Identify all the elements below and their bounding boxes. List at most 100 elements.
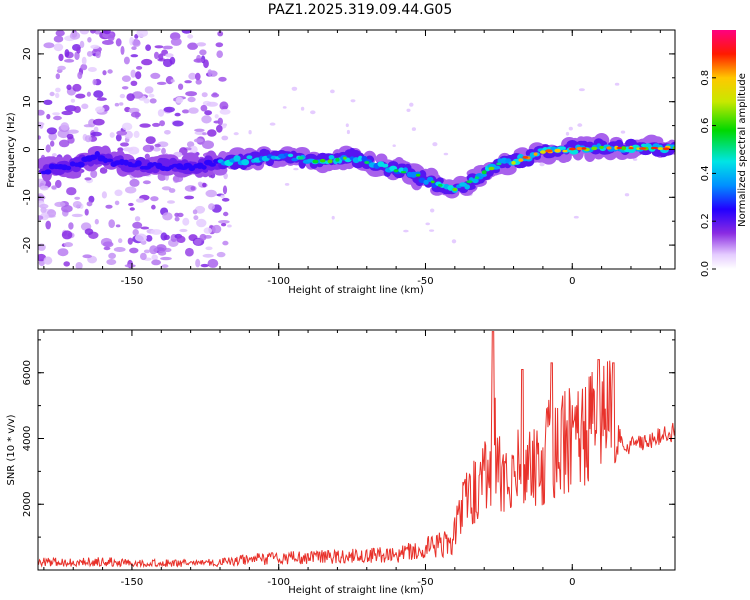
snr-ytick-label: 2000 [22, 492, 33, 517]
noise-speck [539, 162, 545, 167]
noise-blob [38, 215, 44, 221]
noise-speck [565, 131, 570, 136]
noise-blob [102, 241, 114, 248]
ridge-max [662, 147, 670, 151]
noise-blob [46, 127, 58, 135]
noise-blob [164, 130, 171, 135]
noise-blob [216, 251, 226, 258]
noise-blob [102, 40, 114, 45]
noise-blob [148, 93, 155, 98]
noise-blob [189, 145, 198, 154]
snr-ytick-label: 4000 [22, 426, 33, 451]
noise-speck [578, 88, 585, 92]
spectrogram-ytick-label: -20 [22, 237, 33, 253]
ridge-max [581, 147, 587, 150]
noise-speck [330, 89, 335, 94]
noise-blob [83, 124, 93, 128]
noise-blob [126, 93, 135, 101]
noise-blob [134, 216, 141, 222]
ridge-max [568, 147, 576, 151]
noise-blob [39, 185, 49, 191]
noise-blob [64, 105, 77, 112]
noise-blob [90, 44, 100, 50]
noise-speck [284, 182, 290, 186]
noise-blob [217, 31, 224, 37]
noise-blob [193, 58, 205, 63]
noise-blob [150, 72, 161, 79]
ridge-peak [591, 146, 598, 151]
ridge-core [464, 184, 471, 190]
noise-blob [93, 126, 99, 133]
snr-frame [37, 329, 676, 571]
noise-blob [45, 220, 51, 230]
noise-speck [300, 106, 305, 111]
ridge-peak [335, 157, 340, 162]
ridge-core [246, 155, 253, 160]
noise-blob [121, 75, 131, 82]
noise-blob [72, 201, 82, 208]
noise-blob [106, 259, 117, 265]
noise-blob [162, 58, 173, 68]
noise-blob [63, 261, 70, 267]
noise-blob [116, 130, 128, 136]
noise-blob [216, 124, 223, 133]
noise-blob [95, 51, 101, 59]
ridge-peak [312, 159, 319, 164]
noise-blob [66, 133, 74, 140]
ridge-max [650, 146, 659, 150]
noise-blob [120, 45, 125, 55]
noise-blob [77, 71, 83, 80]
noise-blob [107, 34, 115, 42]
noise-blob [221, 223, 227, 227]
noise-blob [127, 237, 133, 245]
ridge-peak [297, 156, 304, 160]
noise-blob [192, 209, 198, 215]
noise-blob [223, 211, 229, 217]
noise-blob [130, 69, 136, 78]
noise-blob [115, 38, 122, 47]
noise-blob [132, 229, 139, 236]
noise-blob [141, 58, 153, 66]
noise-blob [197, 181, 203, 186]
noise-blob [123, 56, 130, 65]
noise-blob [200, 104, 208, 112]
noise-blob [205, 246, 213, 251]
noise-speck [331, 215, 335, 220]
noise-blob [199, 233, 207, 241]
noise-speck [429, 229, 435, 232]
ridge-peak [511, 161, 516, 165]
noise-blob [70, 98, 76, 103]
noise-blob [145, 235, 153, 242]
noise-speck [429, 208, 435, 213]
noise-blob [200, 263, 209, 268]
ridge-core [423, 179, 429, 185]
noise-blob [43, 99, 53, 106]
noise-blob [163, 106, 175, 113]
noise-speck [346, 129, 350, 135]
noise-blob [92, 118, 105, 126]
noise-blob [114, 189, 123, 197]
noise-blob [61, 110, 73, 116]
noise-blob [162, 212, 173, 221]
noise-blob [206, 101, 218, 107]
ridge-core [357, 155, 363, 162]
noise-blob [132, 221, 143, 229]
noise-blob [170, 79, 175, 83]
noise-speck [406, 108, 411, 113]
spectrogram-ytick-label: -10 [22, 189, 33, 205]
noise-blob [165, 53, 174, 58]
noise-blob [136, 30, 148, 38]
noise-blob [115, 134, 122, 142]
noise-blob [201, 92, 208, 98]
noise-blob [218, 220, 230, 224]
ridge-core [291, 157, 298, 162]
ridge-core [569, 149, 579, 155]
noise-blob [143, 98, 150, 104]
noise-speck [392, 144, 396, 147]
noise-blob [99, 167, 108, 174]
noise-blob [102, 70, 107, 76]
noise-blob [161, 186, 172, 191]
ridge-peak [452, 187, 458, 192]
noise-blob [113, 247, 126, 252]
ridge-core [427, 176, 434, 182]
